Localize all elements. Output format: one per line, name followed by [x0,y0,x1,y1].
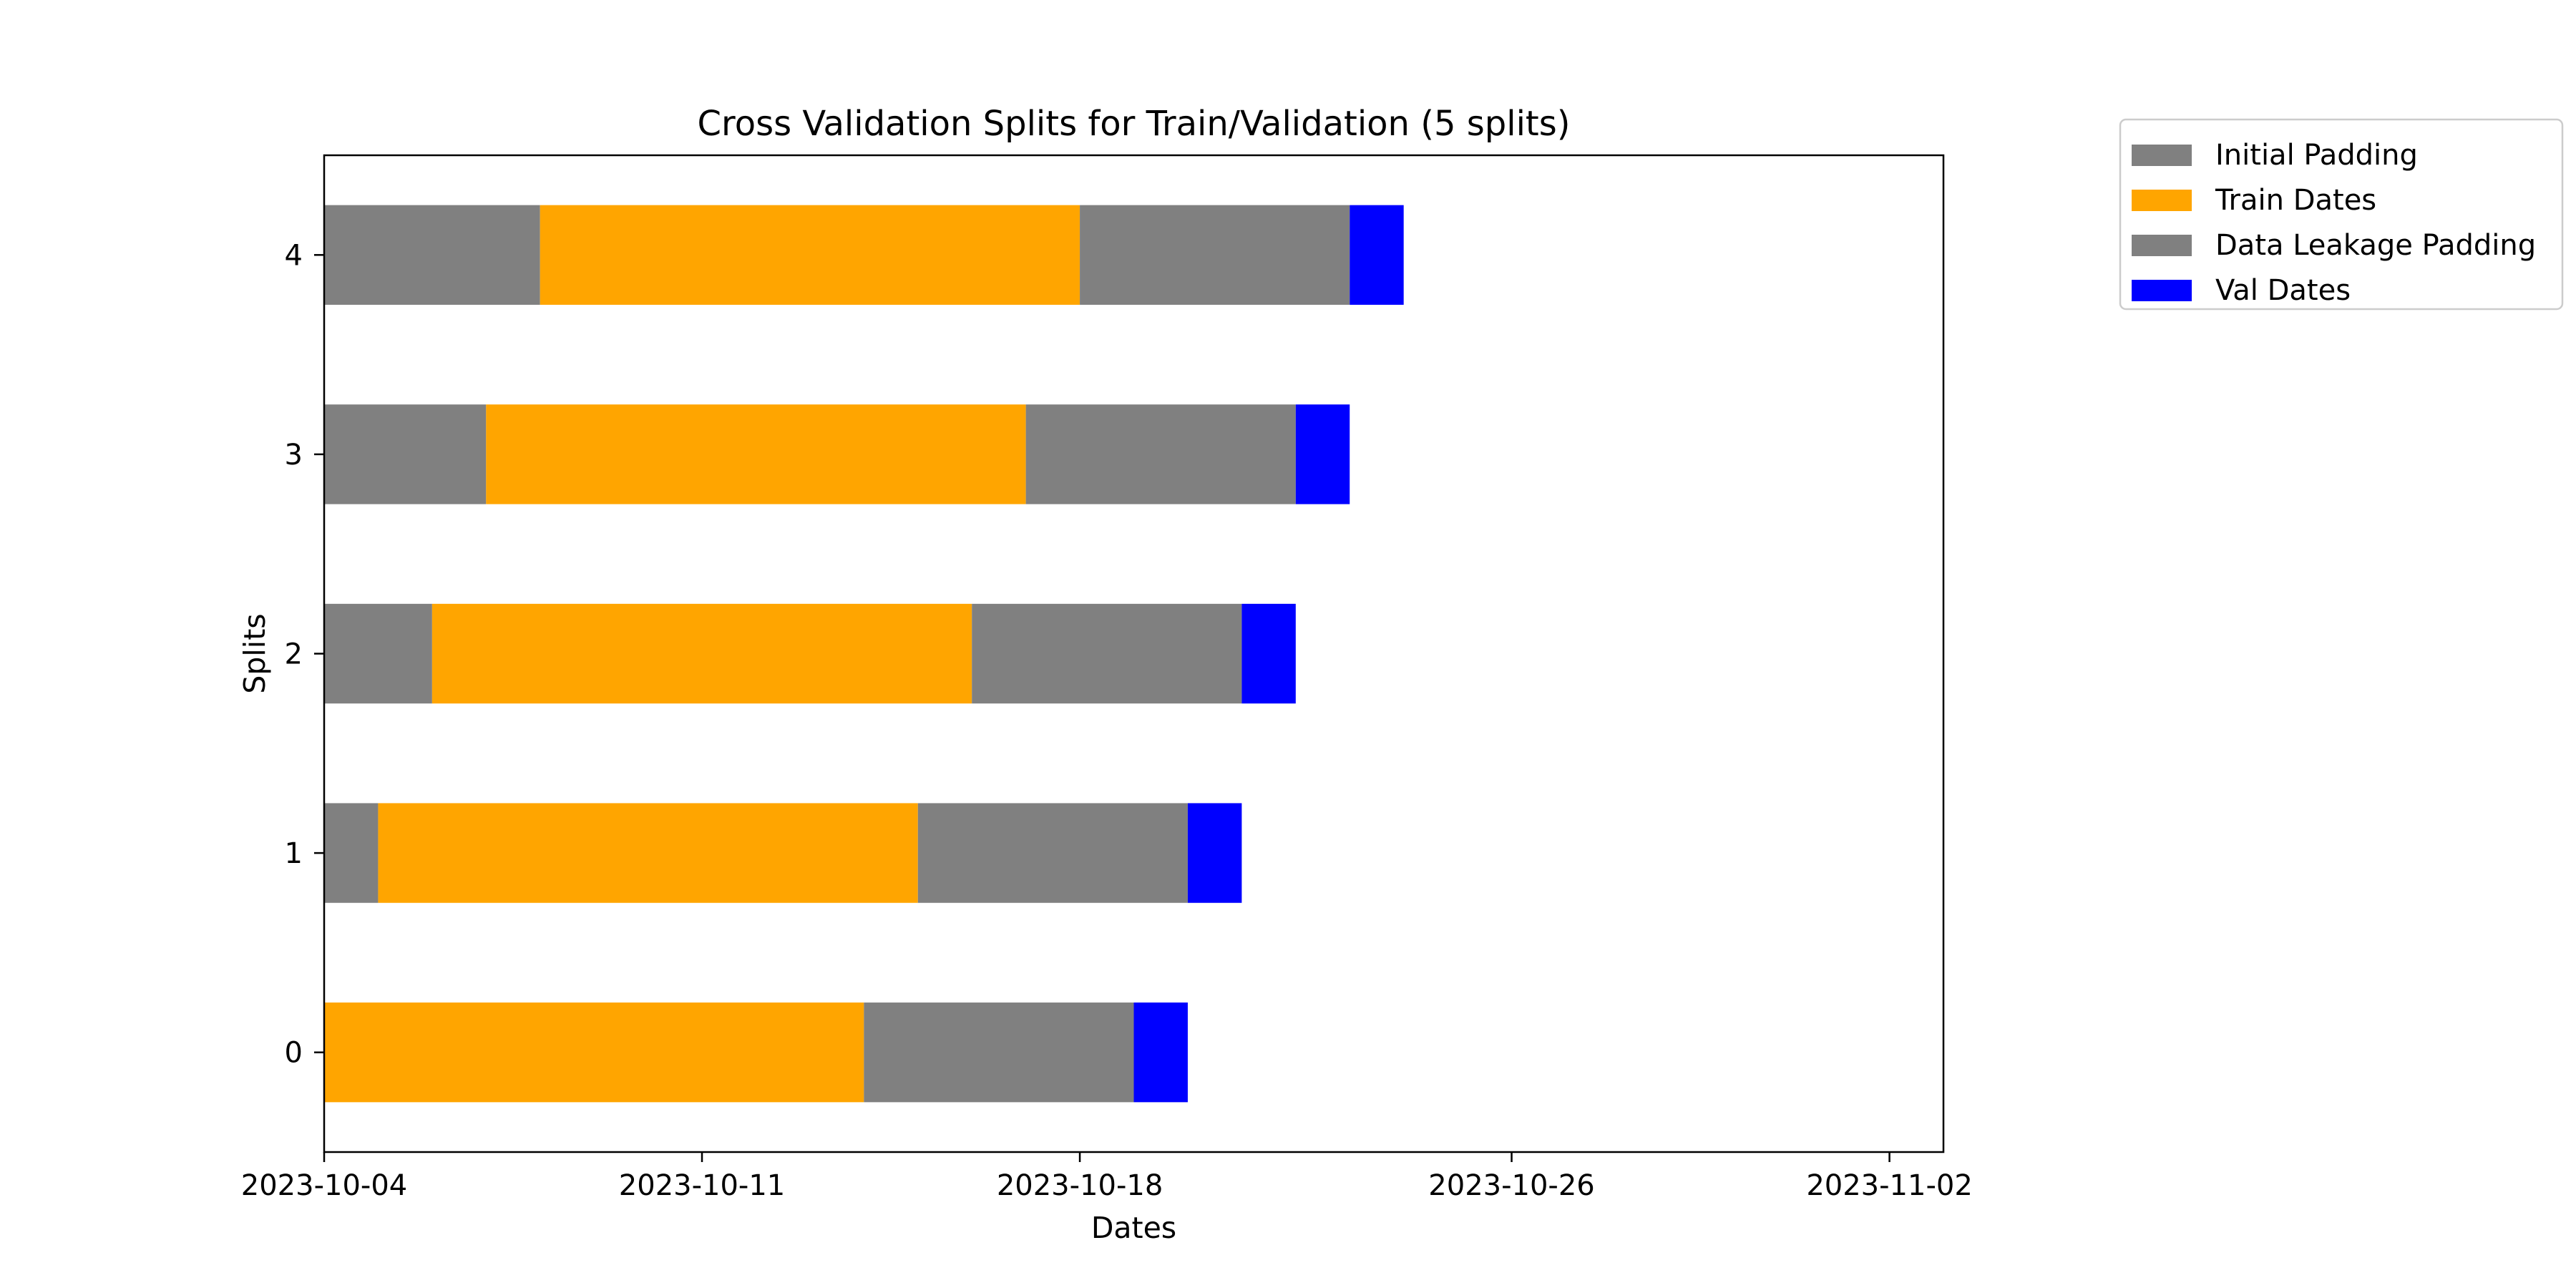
bar-train-dates-split-1 [378,803,918,903]
x-tick-label: 2023-10-26 [1428,1169,1594,1202]
bar-val-dates-split-2 [1241,603,1296,704]
bar-data-leakage-padding-split-0 [864,1002,1134,1103]
legend-label: Train Dates [2215,184,2376,217]
legend-swatch [2132,280,2192,301]
legend-swatch [2132,145,2192,166]
bar-initial-padding-split-3 [324,404,487,504]
legend-swatch [2132,190,2192,211]
bar-data-leakage-padding-split-2 [972,603,1242,704]
x-axis-label: Dates [1091,1211,1176,1245]
y-tick-label: 1 [285,837,303,870]
bar-train-dates-split-4 [540,205,1080,305]
bar-initial-padding-split-1 [324,803,379,903]
x-axis: 2023-10-04 2023-10-11 2023-10-18 2023-10-26… [241,1152,1973,1202]
y-tick-label: 4 [285,239,303,272]
bar-val-dates-split-1 [1187,803,1242,903]
bar-val-dates-split-3 [1295,404,1350,504]
y-axis-label: Splits [238,613,272,693]
bar-train-dates-split-0 [324,1002,864,1103]
legend-label: Initial Padding [2215,139,2418,172]
y-tick-label: 0 [285,1037,303,1070]
x-tick-label: 2023-10-18 [997,1169,1163,1202]
bars-layer [324,205,1404,1103]
bar-val-dates-split-0 [1133,1002,1188,1103]
legend: Initial Padding Train Dates Data Leakage P… [2119,118,2564,311]
legend-label: Data Leakage Padding [2215,229,2536,262]
bar-data-leakage-padding-split-1 [917,803,1188,903]
legend-box [2119,118,2564,311]
bar-data-leakage-padding-split-4 [1080,205,1350,305]
legend-label: Val Dates [2215,274,2351,307]
bar-val-dates-split-4 [1350,205,1404,305]
bar-data-leakage-padding-split-3 [1025,404,1296,504]
x-tick-label: 2023-10-11 [619,1169,785,1202]
bar-initial-padding-split-2 [324,603,432,704]
legend-swatch [2132,235,2192,256]
bar-train-dates-split-3 [486,404,1026,504]
chart-title: Cross Validation Splits for Train/Valida… [698,104,1571,144]
bar-initial-padding-split-4 [324,205,540,305]
bar-train-dates-split-2 [431,603,972,704]
y-axis: 0 1 2 3 4 [285,239,324,1070]
y-tick-label: 2 [285,638,303,671]
x-tick-label: 2023-10-04 [241,1169,407,1202]
x-tick-label: 2023-11-02 [1806,1169,1972,1202]
y-tick-label: 3 [285,439,303,472]
